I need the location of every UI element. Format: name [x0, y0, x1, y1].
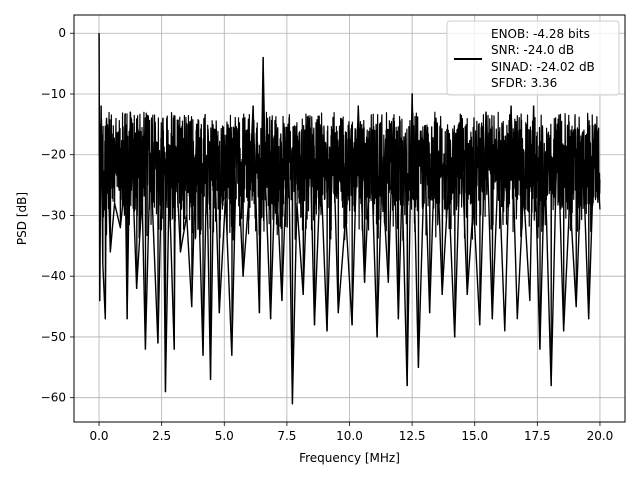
- x-tick-label: 0.0: [89, 429, 108, 443]
- y-tick-label: −60: [41, 391, 66, 405]
- y-axis-label: PSD [dB]: [15, 192, 29, 245]
- legend-entry-enob: ENOB: -4.28 bits: [491, 27, 590, 41]
- psd-trace-dense: [98, 33, 601, 405]
- x-tick-label: 2.5: [152, 429, 171, 443]
- x-tick-label: 12.5: [399, 429, 426, 443]
- y-tick-label: −40: [41, 269, 66, 283]
- y-tick-label: −50: [41, 330, 66, 344]
- x-axis-label: Frequency [MHz]: [299, 451, 400, 465]
- psd-trace-peaks: [98, 33, 601, 405]
- y-tick-label: −10: [41, 87, 66, 101]
- y-tick-label: 0: [58, 26, 66, 40]
- axis-ticks: 0.0 2.5 5.0 7.5 10.0 12.5 15.0 17.5 20.0 0 −10 −20 −…: [41, 26, 614, 443]
- series-psd: [98, 33, 601, 405]
- legend-box: [446, 20, 620, 96]
- legend-entry-sfdr: SFDR: 3.36: [491, 76, 557, 90]
- x-tick-label: 15.0: [461, 429, 488, 443]
- legend: ENOB: -4.28 bits SNR: -24.0 dB SINAD: -2…: [446, 20, 620, 96]
- legend-entry-snr: SNR: -24.0 dB: [491, 43, 574, 57]
- y-tick-label: −30: [41, 208, 66, 222]
- x-tick-label: 17.5: [524, 429, 551, 443]
- y-tick-label: −20: [41, 148, 66, 162]
- x-tick-label: 7.5: [277, 429, 296, 443]
- legend-entry-sinad: SINAD: -24.02 dB: [491, 60, 595, 74]
- x-tick-label: 5.0: [215, 429, 234, 443]
- x-tick-label: 10.0: [336, 429, 363, 443]
- x-tick-label: 20.0: [587, 429, 614, 443]
